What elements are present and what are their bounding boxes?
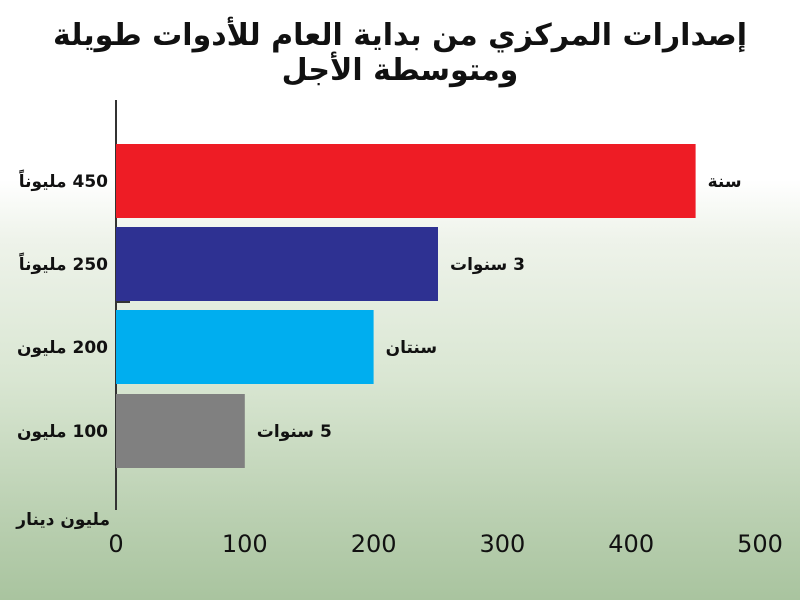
x-tick-label: 400 (608, 530, 654, 558)
x-tick-label: 500 (737, 530, 783, 558)
bar-value-label: 250 مليوناً (18, 251, 108, 275)
x-tick-label: 100 (222, 530, 268, 558)
x-tick-label: 0 (108, 530, 123, 558)
axes: 0 100 200 300 400 500 (108, 100, 783, 558)
bar-category-label: سنتان (386, 338, 438, 358)
chart-title: إصدارات المركزي من بداية العام للأدوات ط… (52, 18, 748, 88)
bar-category-label: سنة (708, 172, 742, 192)
bar (116, 310, 374, 384)
unit-label: مليون دينار (15, 510, 110, 530)
bar (116, 394, 245, 468)
bar-value-label: 450 مليوناً (18, 168, 108, 192)
bar-category-label: 3 سنوات (450, 255, 525, 275)
x-tick-label: 300 (479, 530, 525, 558)
labels: سنة 450 مليوناً 3 سنوات 250 مليوناً سنتان 200… (17, 168, 742, 442)
bar (116, 227, 438, 301)
bar-value-label: 200 مليون (17, 338, 108, 358)
bar-category-label: 5 سنوات (257, 422, 332, 442)
bar (116, 144, 696, 218)
bars (116, 144, 696, 468)
x-tick-label: 200 (351, 530, 397, 558)
bar-value-label: 100 مليون (17, 422, 108, 442)
